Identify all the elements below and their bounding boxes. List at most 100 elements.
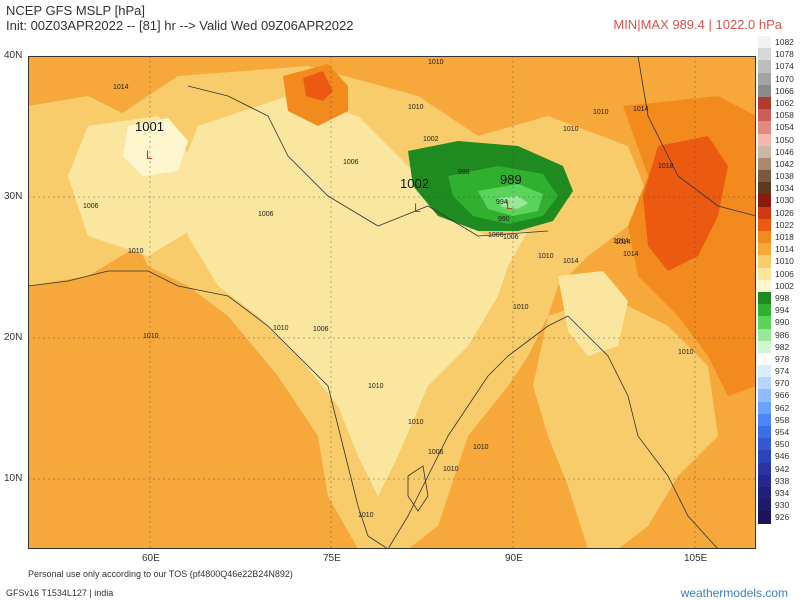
field-1006-zone: [178, 96, 528, 496]
legend-label: 966: [775, 390, 790, 401]
legend-swatch: [758, 170, 771, 183]
legend-label: 1050: [775, 134, 794, 145]
low-center-label-1001: 1001: [135, 119, 164, 134]
min-max-readout: MIN|MAX 989.4 | 1022.0 hPa: [613, 17, 782, 32]
legend-entry: 942: [758, 462, 800, 475]
legend-swatch: [758, 194, 771, 207]
legend-label: 1010: [775, 256, 794, 267]
legend-swatch: [758, 96, 771, 110]
legend-swatch: [758, 60, 771, 73]
legend-label: 1038: [775, 171, 794, 182]
legend-swatch: [758, 450, 771, 463]
contour-label: 1010: [473, 444, 489, 451]
brand-link[interactable]: weathermodels.com: [680, 586, 788, 600]
legend-entry: 998: [758, 291, 800, 305]
legend-swatch: [758, 499, 771, 512]
legend-entry: 966: [758, 389, 800, 402]
legend-entry: 1058: [758, 109, 800, 122]
contour-label: 1018: [658, 163, 674, 170]
contour-label: 1006: [428, 449, 444, 456]
legend-entry: 1054: [758, 121, 800, 134]
legend-entry: 978: [758, 352, 800, 366]
legend-entry: 1034: [758, 182, 800, 195]
field-1010-zone-east: [533, 296, 718, 549]
contour-label: 1010: [443, 466, 459, 473]
lat-lon-grid: [28, 56, 756, 549]
legend-entry: 1042: [758, 157, 800, 171]
legend-label: 1078: [775, 49, 794, 60]
contour-label: 1006: [83, 203, 99, 210]
contour-label: 994: [496, 199, 508, 206]
legend-swatch: [758, 413, 771, 426]
legend-label: 958: [775, 414, 790, 425]
legend-entry: 1014: [758, 243, 800, 256]
legend-entry: 1074: [758, 60, 800, 73]
contour-label: 1010: [513, 304, 529, 311]
legend-swatch: [758, 377, 771, 390]
legend-label: 950: [775, 439, 790, 450]
legend-label: 1082: [775, 37, 794, 47]
contour-label: 1010: [538, 253, 554, 260]
contour-label: 1010: [563, 126, 579, 133]
legend-entry: 1030: [758, 194, 800, 207]
legend-entry: 1046: [758, 145, 800, 158]
legend-label: 1026: [775, 207, 794, 218]
legend-label: 1062: [775, 97, 794, 108]
legend-entry: 1078: [758, 48, 800, 61]
legend-entry: 938: [758, 474, 800, 487]
map-title: NCEP GFS MSLP [hPa]: [6, 3, 145, 18]
contour-label: 1010: [273, 325, 289, 332]
legend-label: 954: [775, 427, 790, 437]
legend-swatch: [758, 365, 771, 378]
legend-label: 938: [775, 475, 790, 486]
contour-label: 1010: [593, 109, 609, 116]
contour-label: 1014: [613, 238, 629, 245]
legend-swatch: [758, 340, 771, 353]
legend-label: 990: [775, 317, 790, 328]
lon-label-75e: 75E: [323, 553, 341, 564]
contour-label: 1010: [408, 104, 424, 111]
contour-label: 1006: [488, 232, 504, 239]
pressure-color-legend: 1082 1078 1074 1070 1066 1062 1058 1054 1050 1046…: [758, 36, 800, 524]
legend-entry: 926: [758, 511, 800, 524]
legend-swatch: [758, 218, 771, 231]
legend-label: 946: [775, 451, 790, 462]
legend-swatch: [758, 36, 771, 49]
legend-entry: 950: [758, 438, 800, 451]
legend-swatch: [758, 243, 771, 256]
legend-entry: 1026: [758, 206, 800, 219]
legend-entry: 930: [758, 499, 800, 512]
low-center-label-989: 989: [500, 172, 522, 187]
legend-entry: 962: [758, 401, 800, 414]
legend-swatch: [758, 145, 771, 158]
legend-swatch: [758, 426, 771, 439]
contour-label: 1010: [678, 349, 694, 356]
legend-swatch: [758, 316, 771, 329]
contour-label: 990: [498, 216, 510, 223]
legend-swatch: [758, 438, 771, 451]
contour-label: 1010: [428, 59, 444, 66]
legend-entry: 1022: [758, 218, 800, 231]
lon-label-60e: 60E: [142, 553, 160, 564]
legend-label: 930: [775, 500, 790, 511]
legend-swatch: [758, 462, 771, 475]
legend-entry: 1062: [758, 96, 800, 110]
legend-label: 1058: [775, 110, 794, 121]
legend-entry: 954: [758, 426, 800, 439]
coastlines: [28, 56, 756, 549]
legend-label: 970: [775, 378, 790, 389]
contour-label: 1010: [128, 248, 144, 255]
legend-swatch: [758, 121, 771, 134]
legend-swatch: [758, 255, 771, 268]
legend-label: 1034: [775, 183, 794, 194]
legend-entry: 990: [758, 316, 800, 329]
tos-note: Personal use only according to our TOS (…: [28, 569, 293, 579]
legend-entry: 1050: [758, 133, 800, 146]
low-center-marker-1001: L: [146, 148, 153, 162]
lat-label-10n: 10N: [4, 473, 23, 484]
pressure-map: 1014101010061006100210061014101010101010…: [28, 56, 756, 549]
legend-entry: 1010: [758, 255, 800, 268]
contour-label: 1002: [423, 136, 439, 143]
legend-label: 998: [775, 292, 790, 303]
legend-swatch: [758, 486, 771, 500]
